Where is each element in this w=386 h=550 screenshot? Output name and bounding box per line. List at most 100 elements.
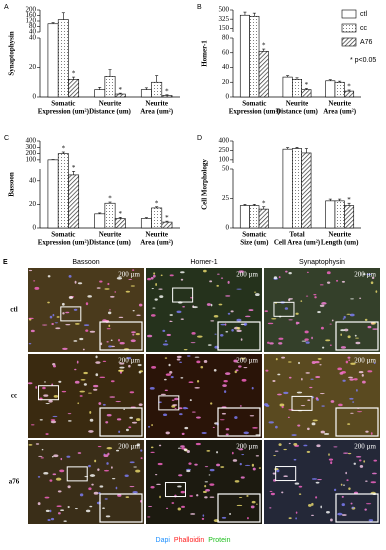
cell [225,433,229,436]
cell [79,493,84,497]
cell [45,509,50,513]
cell [212,426,215,429]
micrograph: 200 µm [146,354,262,438]
panel-label: C [4,135,9,142]
cell [298,485,303,488]
cell [53,395,59,398]
bar [334,81,345,98]
bar [151,207,163,229]
y-tick-label: 120 [26,17,37,25]
x-tick-label: Somatic [51,100,75,108]
cell [347,335,351,339]
cell [330,400,335,403]
cell [107,282,110,286]
cell [293,458,297,461]
cell [118,369,124,372]
cell [28,342,32,345]
cell [241,378,247,382]
cell [314,296,317,299]
cell [169,314,173,316]
cell [366,273,372,276]
significance: * [155,199,159,207]
x-tick-label: Neurite [145,100,168,108]
cell [288,442,291,445]
cell [298,493,302,496]
cell [244,323,247,326]
cell [209,280,213,283]
cell [118,316,124,318]
cell [95,355,98,359]
cell [294,482,300,485]
cell [204,466,209,468]
cell [308,503,312,507]
bar [301,152,312,229]
cell [221,412,226,415]
cell [340,329,345,332]
cell [93,384,99,388]
inset [217,407,261,437]
cell [57,490,62,493]
significance: * [305,81,309,89]
x-tick-label: Expression (um²) [38,108,90,116]
cell [43,472,49,475]
cell [243,367,248,369]
cell [330,461,333,465]
cell [350,412,354,414]
cell [135,418,141,421]
cell [336,279,339,282]
cell [275,425,278,429]
cell [203,359,208,363]
cell [52,313,55,317]
legend-label: A76 [360,39,373,46]
cell [309,386,313,389]
cell [278,337,284,340]
cell [342,379,346,382]
cell [239,462,242,466]
cell [28,443,33,446]
cell [89,411,92,414]
cell [342,318,345,320]
bar [292,148,302,229]
cell [129,461,135,464]
y-tick-label: 200 [26,149,37,157]
bar [239,14,250,98]
cell [264,310,269,313]
cell [370,481,377,484]
cell [224,372,231,376]
cell [65,324,71,326]
cell [99,485,104,488]
inset [99,407,143,437]
cell [236,288,242,290]
cell [319,304,325,307]
cell [272,380,276,382]
cell [269,507,272,509]
cell [307,427,310,431]
significance: * [347,196,351,204]
cell [89,330,96,333]
cell [105,515,111,518]
cell [278,276,281,279]
cell [174,397,179,401]
cell [163,378,167,381]
cell [129,391,135,394]
cell [153,274,156,278]
cell [313,293,317,296]
cell [281,405,284,409]
cell [340,483,343,486]
cell [160,393,166,396]
cell [162,343,169,346]
bar [249,15,260,98]
cell [283,475,288,478]
image-bg [146,440,262,524]
cell [125,428,129,432]
cell [348,376,353,379]
cell [325,339,331,342]
cell [216,284,219,287]
cell [347,452,352,455]
significance: * [347,83,351,91]
y-axis-title: Homer-1 [201,40,209,67]
cell [362,380,366,384]
inset-box [158,395,180,411]
cell [348,487,351,490]
cell [288,271,292,275]
